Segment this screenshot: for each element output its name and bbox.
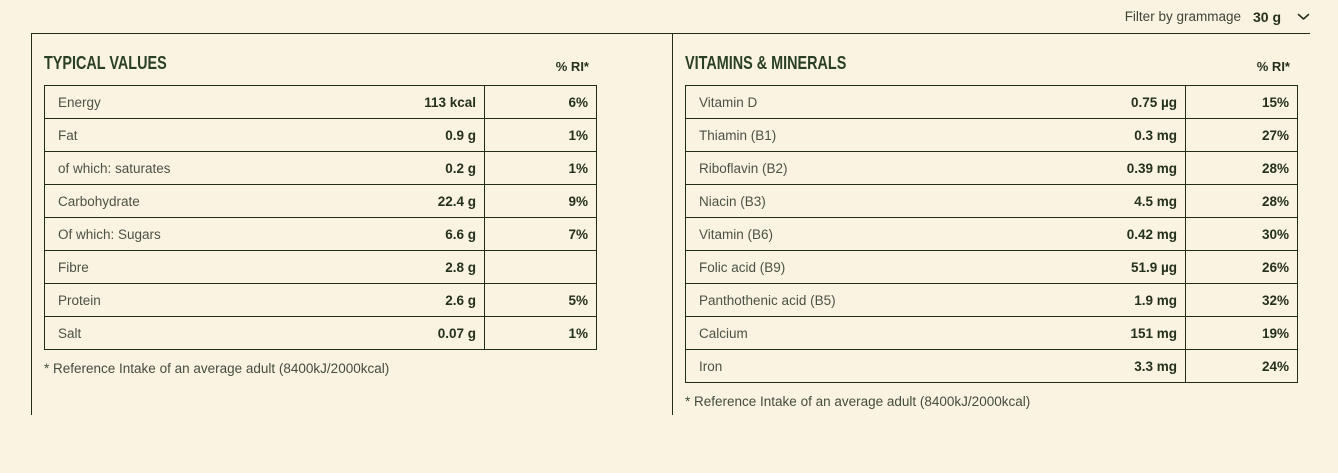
nutrient-label: Fat — [44, 118, 343, 152]
nutrient-ri-percent: 5% — [484, 283, 597, 317]
nutrient-ri-percent: 28% — [1185, 184, 1298, 218]
table-row: Panthothenic acid (B5) 1.9 mg 32% — [685, 283, 1298, 317]
vitamins-minerals-panel: VITAMINS & MINERALS % RI* Vitamin D 0.75 … — [672, 34, 1310, 415]
nutrient-ri-percent: 1% — [484, 316, 597, 350]
nutrient-label: Thiamin (B1) — [685, 118, 1045, 152]
nutrient-value: 0.42 mg — [1044, 217, 1186, 251]
nutrient-label: Carbohydrate — [44, 184, 343, 218]
nutrient-value: 0.07 g — [342, 316, 485, 350]
nutrient-value: 6.6 g — [342, 217, 485, 251]
nutrient-ri-percent: 1% — [484, 151, 597, 185]
nutrient-value: 0.75 µg — [1130, 94, 1177, 110]
nutrient-label: Fibre — [44, 250, 343, 284]
nutrient-ri-percent: 24% — [1185, 349, 1298, 383]
nutrient-ri-percent: 7% — [484, 217, 597, 251]
nutrient-value: 1.9 mg — [1044, 283, 1186, 317]
table-row: Vitamin (B6) 0.42 mg 30% — [685, 217, 1298, 251]
nutrient-label: Iron — [685, 349, 1045, 383]
nutrient-value: 4.5 mg — [1044, 184, 1186, 218]
nutrient-label: Protein — [44, 283, 343, 317]
table-row: Folic acid (B9) 51.9 µg 26% — [685, 250, 1298, 284]
table-row: Calcium 151 mg 19% — [685, 316, 1298, 350]
table-row: Niacin (B3) 4.5 mg 28% — [685, 184, 1298, 218]
nutrient-label: Panthothenic acid (B5) — [685, 283, 1045, 317]
nutrient-label: Of which: Sugars — [44, 217, 343, 251]
nutrient-value: 22.4 g — [342, 184, 485, 218]
ri-column-header: % RI* — [555, 59, 589, 74]
nutrient-label: of which: saturates — [44, 151, 343, 185]
nutrient-ri-percent — [484, 250, 597, 284]
nutrient-value: 0.39 mg — [1044, 151, 1186, 185]
table-row: Fat 0.9 g 1% — [44, 118, 597, 152]
nutrient-ri-percent: 1% — [484, 118, 597, 152]
table-row: Energy 113 kcal 6% — [45, 85, 597, 119]
top-bar: Filter by grammage 30 g — [31, 0, 1310, 33]
reference-intake-footnote: * Reference Intake of an average adult (… — [685, 394, 1031, 409]
nutrient-ri-percent: 6% — [484, 85, 597, 119]
nutrient-label: Niacin (B3) — [685, 184, 1045, 218]
nutrient-value: 3.3 mg — [1044, 349, 1186, 383]
panel-header: VITAMINS & MINERALS % RI* — [685, 53, 1298, 74]
table-row: Thiamin (B1) 0.3 mg 27% — [685, 118, 1298, 152]
grammage-filter-label: Filter by grammage — [1124, 9, 1241, 24]
nutrient-label: Energy — [58, 94, 101, 110]
nutrient-ri-percent: 19% — [1185, 316, 1298, 350]
nutrient-ri-percent: 30% — [1185, 217, 1298, 251]
nutrient-label: Vitamin (B6) — [685, 217, 1045, 251]
nutrient-ri-percent: 32% — [1185, 283, 1298, 317]
nutrient-ri-percent: 28% — [1185, 151, 1298, 185]
table-row: Iron 3.3 mg 24% — [685, 349, 1298, 383]
nutrient-ri-percent: 27% — [1185, 118, 1298, 152]
typical-values-table: Energy 113 kcal 6% Fat 0.9 g 1% of which: satu… — [44, 85, 597, 350]
table-row: Vitamin D 0.75 µg 15% — [686, 85, 1298, 119]
grammage-filter-dropdown[interactable]: Filter by grammage 30 g — [1125, 9, 1310, 25]
ri-column-header: % RI* — [1256, 59, 1290, 74]
nutrient-label: Folic acid (B9) — [685, 250, 1045, 284]
nutrient-ri-percent: 26% — [1185, 250, 1298, 284]
panel-title: TYPICAL VALUES — [44, 53, 167, 73]
nutrient-label: Vitamin D — [699, 94, 758, 110]
nutrient-label: Riboflavin (B2) — [685, 151, 1045, 185]
nutrient-value: 0.9 g — [342, 118, 485, 152]
nutrient-ri-percent: 15% — [1185, 85, 1298, 119]
nutrient-value: 0.3 mg — [1044, 118, 1186, 152]
nutrient-value: 151 mg — [1044, 316, 1186, 350]
reference-intake-footnote: * Reference Intake of an average adult (… — [44, 361, 390, 376]
nutrient-value: 51.9 µg — [1044, 250, 1186, 284]
typical-values-panel: TYPICAL VALUES % RI* Energy 113 kcal 6% Fat… — [31, 34, 672, 415]
panel-header: TYPICAL VALUES % RI* — [44, 53, 597, 74]
table-row: Protein 2.6 g 5% — [44, 283, 597, 317]
table-row: Of which: Sugars 6.6 g 7% — [44, 217, 597, 251]
chevron-down-icon[interactable] — [1297, 13, 1310, 21]
table-row: of which: saturates 0.2 g 1% — [44, 151, 597, 185]
nutrient-ri-percent: 9% — [484, 184, 597, 218]
vitamins-minerals-table: Vitamin D 0.75 µg 15% Thiamin (B1) 0.3 mg 27%… — [685, 85, 1298, 383]
nutrition-panels: TYPICAL VALUES % RI* Energy 113 kcal 6% Fat… — [31, 33, 1310, 415]
panel-title: VITAMINS & MINERALS — [685, 53, 847, 73]
nutrient-label: Calcium — [685, 316, 1045, 350]
nutrient-value: 2.8 g — [342, 250, 485, 284]
nutrient-value: 113 kcal — [424, 94, 476, 110]
table-row: Riboflavin (B2) 0.39 mg 28% — [685, 151, 1298, 185]
table-row: Carbohydrate 22.4 g 9% — [44, 184, 597, 218]
grammage-filter-value[interactable]: 30 g — [1252, 8, 1281, 25]
nutrient-label: Salt — [44, 316, 343, 350]
table-row: Salt 0.07 g 1% — [44, 316, 597, 350]
nutrient-value: 0.2 g — [342, 151, 485, 185]
table-row: Fibre 2.8 g — [44, 250, 597, 284]
nutrient-value: 2.6 g — [342, 283, 485, 317]
